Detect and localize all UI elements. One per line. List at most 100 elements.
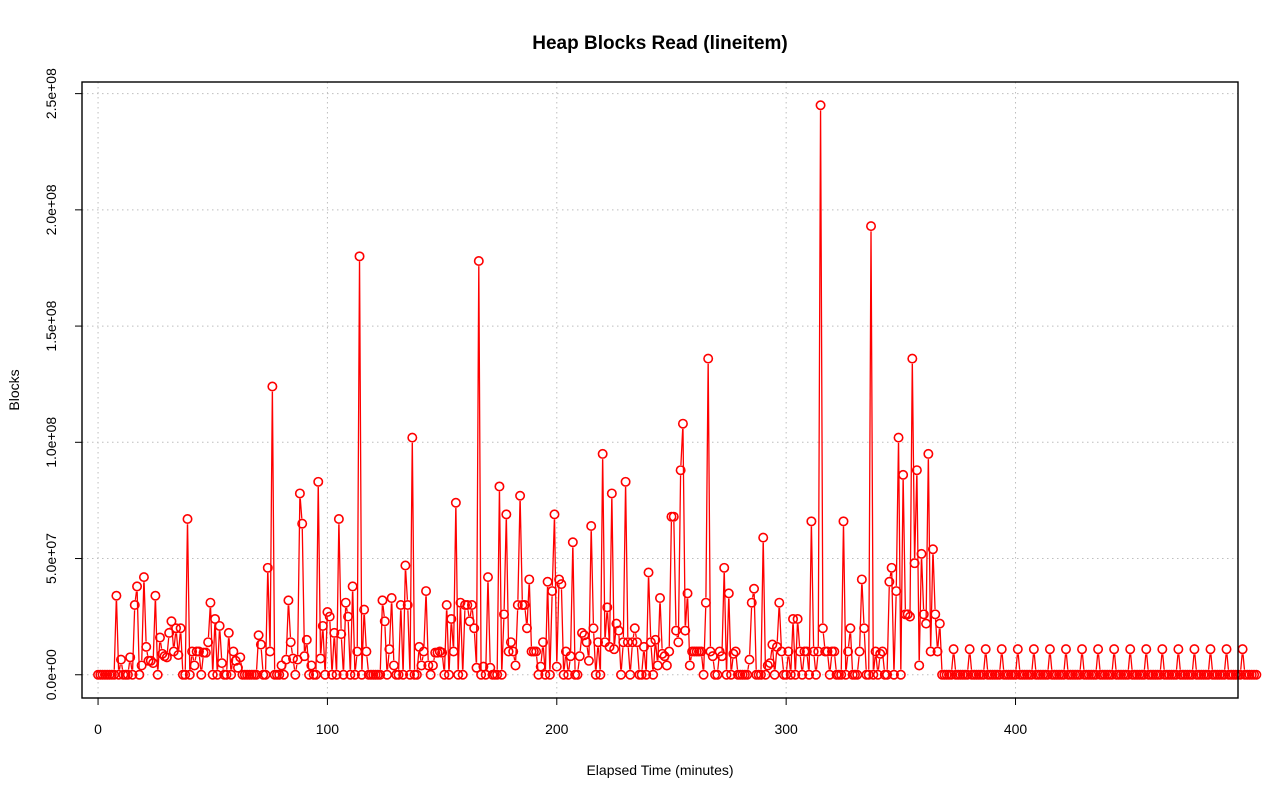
data-point: [907, 353, 918, 364]
data-point: [400, 560, 411, 571]
data-point: [609, 644, 620, 655]
data-point: [790, 669, 801, 680]
data-point: [189, 660, 200, 671]
data-point: [515, 490, 526, 501]
data-point: [349, 669, 360, 680]
series-line: [113, 110, 1246, 670]
data-point: [1109, 644, 1120, 655]
data-point: [877, 646, 888, 657]
data-point: [265, 646, 276, 657]
data-point: [196, 669, 207, 680]
data-point: [581, 637, 592, 648]
data-point: [193, 646, 204, 657]
data-point: [180, 669, 191, 680]
data-point: [278, 669, 289, 680]
data-point: [1028, 644, 1039, 655]
data-point: [216, 658, 227, 669]
data-point: [723, 588, 734, 599]
data-point: [411, 669, 422, 680]
data-point: [597, 448, 608, 459]
data-point: [567, 537, 578, 548]
data-point: [221, 669, 232, 680]
data-point: [911, 465, 922, 476]
data-point: [1060, 644, 1071, 655]
data-point: [343, 611, 354, 622]
data-point: [164, 627, 175, 638]
data-point: [744, 654, 755, 665]
data-point: [650, 634, 661, 645]
data-point: [161, 652, 172, 663]
data-point: [262, 562, 273, 573]
data-point: [267, 381, 278, 392]
data-point: [464, 616, 475, 627]
data-point: [586, 520, 597, 531]
data-point: [306, 660, 317, 671]
data-point: [340, 597, 351, 608]
data-point: [448, 646, 459, 657]
y-tick-label: 1.0e+08: [43, 417, 59, 468]
data-point: [473, 255, 484, 266]
data-point: [572, 669, 583, 680]
data-point: [934, 618, 945, 629]
data-point: [324, 611, 335, 622]
data-point: [927, 544, 938, 555]
data-point: [804, 669, 815, 680]
data-point: [627, 637, 638, 648]
data-point: [611, 618, 622, 629]
data-point: [654, 593, 665, 604]
data-point: [590, 669, 601, 680]
data-point: [315, 653, 326, 664]
data-point: [583, 655, 594, 666]
data-point: [923, 448, 934, 459]
data-point: [290, 669, 301, 680]
data-point: [294, 488, 305, 499]
data-point: [700, 597, 711, 608]
data-point: [200, 647, 211, 658]
data-point: [930, 609, 941, 620]
data-point: [698, 669, 709, 680]
data-point: [620, 476, 631, 487]
data-point: [210, 613, 221, 624]
data-point: [893, 432, 904, 443]
data-point: [125, 652, 136, 663]
data-point: [535, 661, 546, 672]
data-point: [806, 516, 817, 527]
data-point: [868, 669, 879, 680]
data-point: [1157, 644, 1168, 655]
data-point: [684, 660, 695, 671]
data-point: [577, 627, 588, 638]
data-point: [980, 644, 991, 655]
data-point: [554, 574, 565, 585]
data-point: [719, 562, 730, 573]
data-point: [1221, 644, 1232, 655]
data-point: [115, 654, 126, 665]
y-tick-label: 2.5e+08: [43, 68, 59, 119]
data-point: [657, 648, 668, 659]
data-point: [276, 660, 287, 671]
data-point: [815, 100, 826, 111]
data-point: [801, 646, 812, 657]
data-point: [673, 637, 684, 648]
data-point: [774, 597, 785, 608]
data-point: [388, 660, 399, 671]
data-point: [822, 646, 833, 657]
data-point: [845, 623, 856, 634]
data-point: [547, 586, 558, 597]
data-point: [882, 669, 893, 680]
data-point: [423, 660, 434, 671]
data-point: [765, 658, 776, 669]
x-tick-label: 0: [94, 721, 102, 737]
data-point: [602, 602, 613, 613]
data-point: [297, 518, 308, 529]
data-point: [1125, 644, 1136, 655]
data-point: [338, 669, 349, 680]
data-point: [145, 655, 156, 666]
data-point: [652, 660, 663, 671]
data-point: [519, 600, 530, 611]
data-point: [129, 600, 140, 611]
data-point: [721, 669, 732, 680]
y-axis: 0.0e+00 5.0e+07 1.0e+08 1.5e+08 2.0e+08 2.5e+…: [43, 68, 82, 700]
data-point: [891, 586, 902, 597]
data-point: [485, 662, 496, 673]
data-point: [421, 586, 432, 597]
